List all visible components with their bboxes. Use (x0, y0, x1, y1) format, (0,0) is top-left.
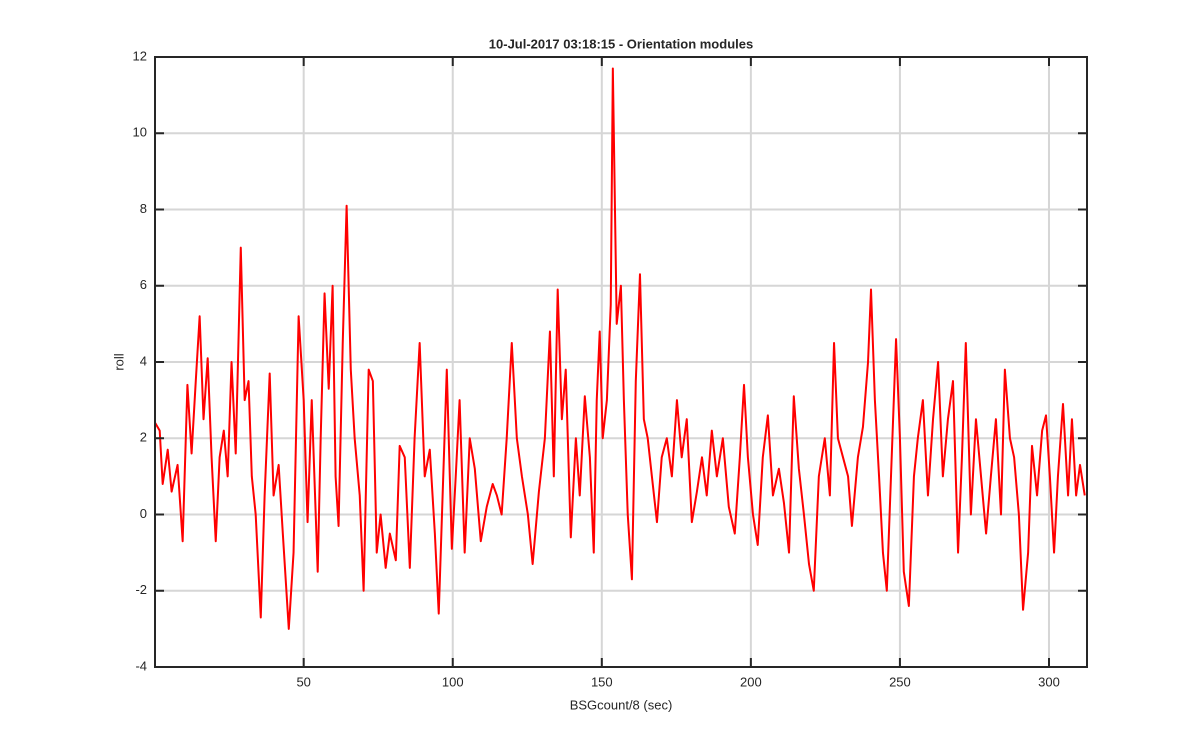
data-line (154, 67, 1086, 630)
x-tick-label: 100 (442, 674, 464, 689)
y-tick-label: -4 (135, 658, 147, 673)
x-tick-label: 150 (591, 674, 613, 689)
y-tick-label: 0 (140, 506, 147, 521)
y-axis-label: roll (111, 353, 126, 370)
x-tick-label: 200 (740, 674, 762, 689)
y-tick-label: 4 (140, 353, 147, 368)
x-axis-label: BSGcount/8 (sec) (570, 697, 673, 712)
chart-title: 10-Jul-2017 03:18:15 - Orientation modul… (489, 36, 753, 51)
lines (154, 67, 1086, 630)
y-tick-label: 10 (133, 125, 147, 140)
y-tick-label: 6 (140, 277, 147, 292)
y-tick-label: 12 (133, 48, 147, 63)
ticks: 50 100 150 200 250 300 -4 -2 0 2 4 6 8 10 12 (133, 48, 1087, 689)
y-tick-label: 2 (140, 430, 147, 445)
x-tick-label: 50 (296, 674, 310, 689)
y-tick-label: -2 (135, 582, 147, 597)
y-tick-label: 8 (140, 201, 147, 216)
x-tick-label: 250 (889, 674, 911, 689)
x-tick-label: 300 (1038, 674, 1060, 689)
